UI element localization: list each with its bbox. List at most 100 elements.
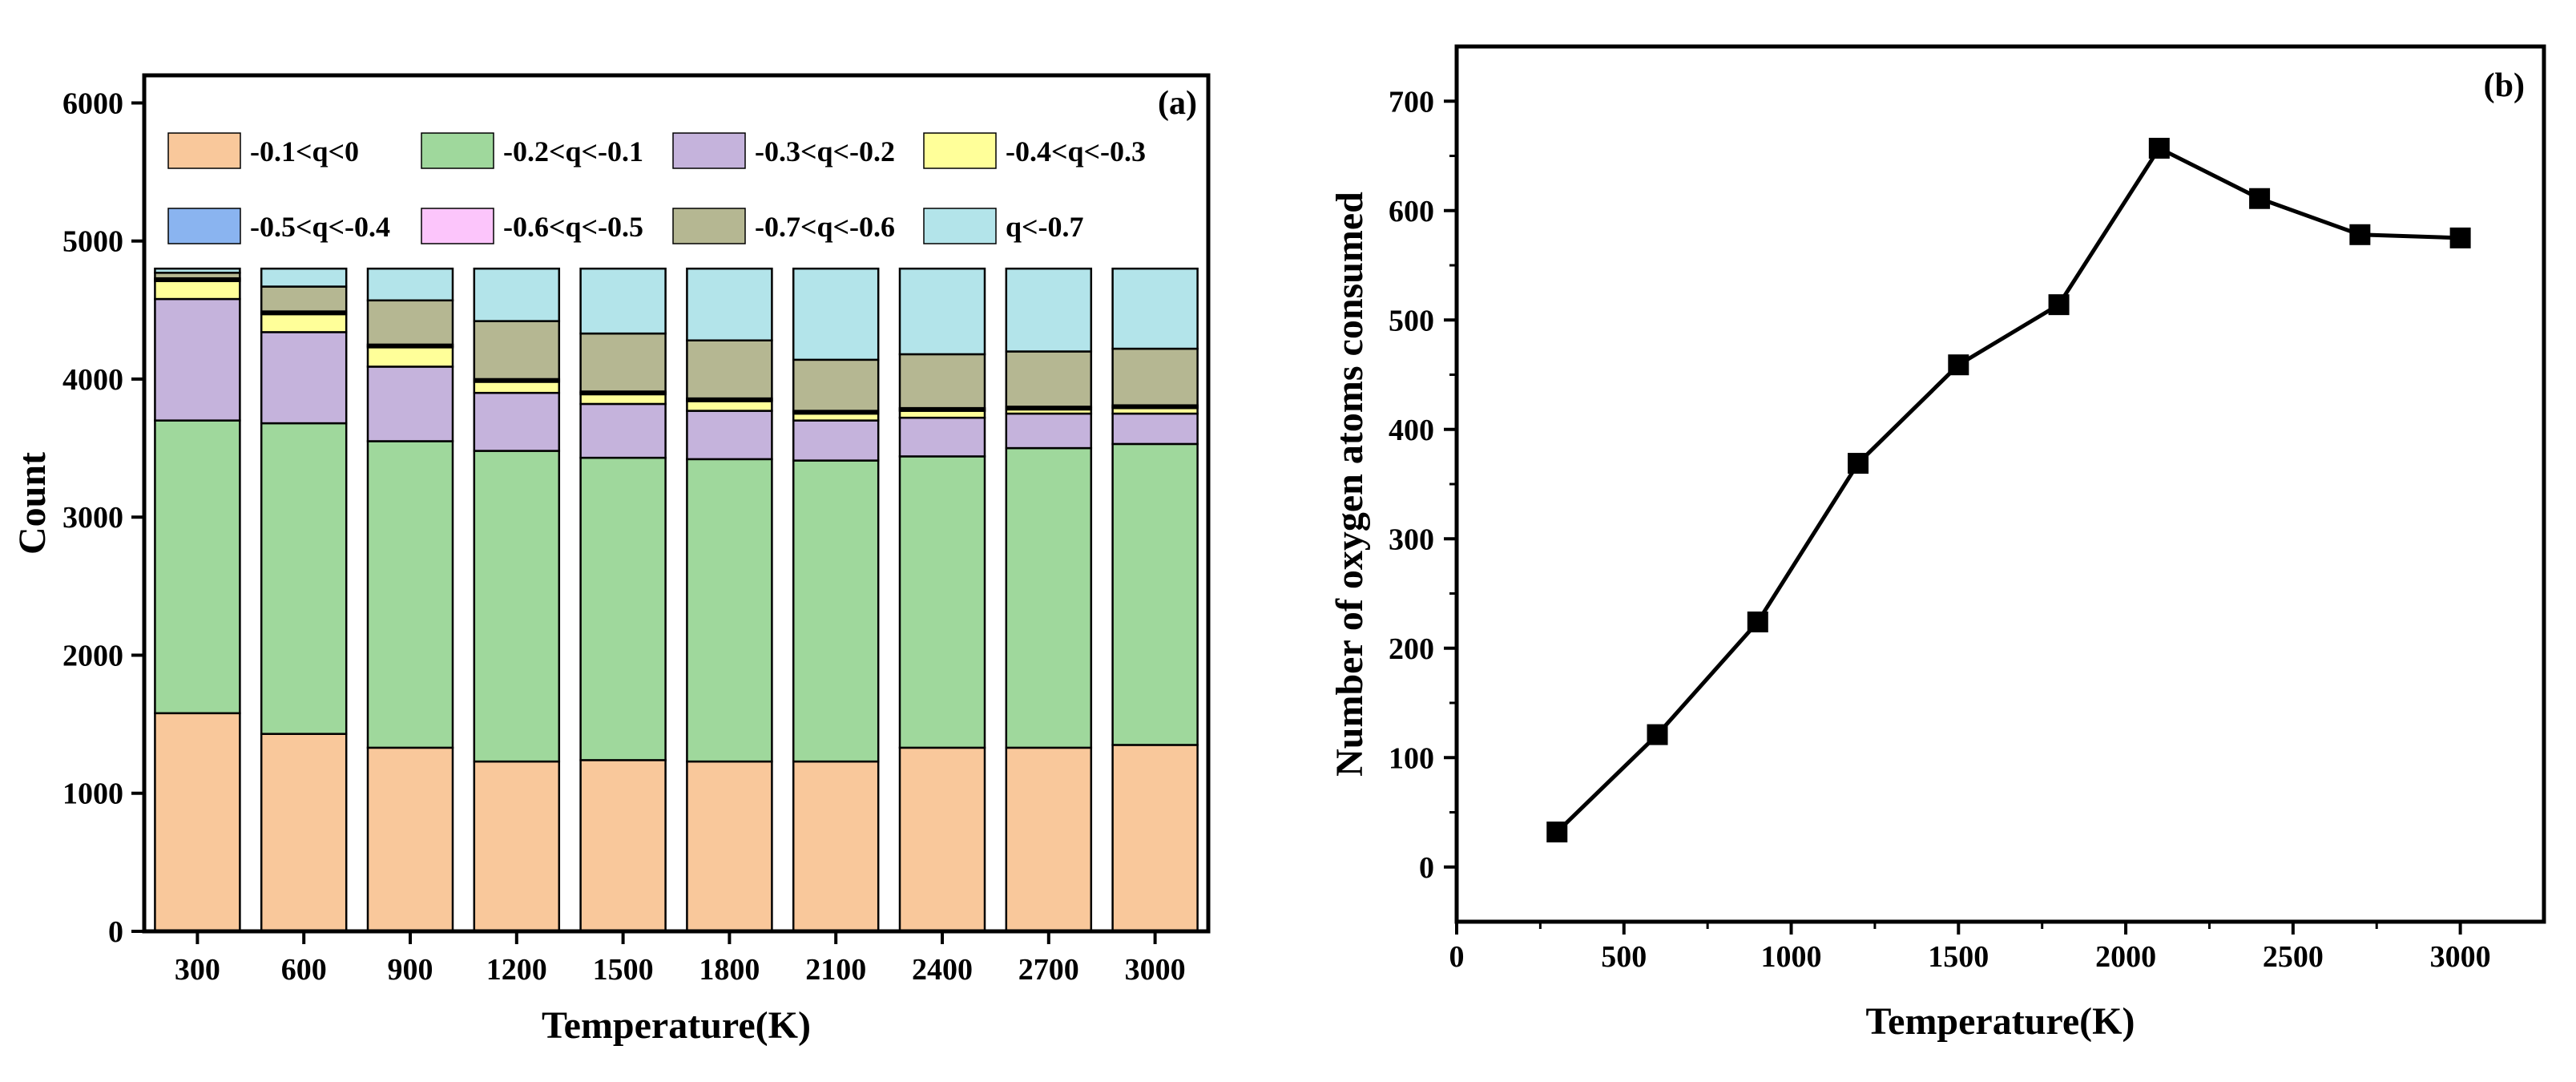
data-point	[2449, 227, 2471, 248]
chart-b: 0 100 200 300 400 500 600 700 0 500 1000 1500 2000 25…	[1328, 44, 2546, 1043]
legend-swatch	[421, 132, 494, 169]
y-axis-title: Number of oxygen atoms consumed	[1328, 192, 1371, 777]
x-axis-title: Temperature(K)	[1866, 1000, 2135, 1043]
bar-segment	[1005, 412, 1093, 450]
bar-segment	[154, 267, 241, 274]
bar-segment	[686, 760, 773, 933]
bar-segment	[898, 455, 986, 749]
legend-swatch	[923, 208, 997, 244]
bar-segment	[154, 712, 241, 933]
plot-frame	[142, 73, 1211, 934]
bar-segment	[260, 285, 348, 313]
bar-segment	[579, 267, 667, 335]
x-tick-label: 2700	[1018, 953, 1079, 987]
legend-label: -0.6<q<-0.5	[503, 211, 643, 243]
bar-segment	[898, 353, 986, 410]
x-tick-label: 1000	[1761, 940, 1822, 974]
bar-segment	[1111, 744, 1199, 933]
bar-segment	[260, 331, 348, 425]
x-tick-label: 1800	[699, 953, 760, 987]
bar-segment	[898, 267, 986, 356]
bar-segment	[1111, 412, 1199, 446]
y-tick-label: 600	[1389, 195, 1434, 228]
bar-segment	[154, 280, 241, 301]
bar-segment	[686, 400, 773, 412]
bar-segment	[473, 320, 561, 381]
y-tick-label: 3000	[62, 501, 123, 535]
panel-label: (b)	[2484, 67, 2525, 104]
x-tick-label: 900	[388, 953, 433, 987]
bar-segment	[473, 381, 561, 394]
bar-segment	[792, 459, 880, 763]
x-tick-label: 2100	[805, 953, 866, 987]
bar-segment	[154, 297, 241, 422]
bar-segment	[898, 410, 986, 419]
y-tick-label: 4000	[62, 363, 123, 397]
data-point	[2249, 188, 2271, 209]
bar-segment	[579, 332, 667, 393]
legend-swatch	[672, 208, 746, 244]
x-tick-label: 2400	[912, 953, 973, 987]
y-tick-label: 400	[1389, 414, 1434, 447]
data-point	[2048, 294, 2070, 316]
data-point	[1848, 453, 1869, 474]
x-tick-label: 3000	[1125, 953, 1186, 987]
bar-segment	[366, 267, 454, 302]
y-tick-label: 1000	[62, 777, 123, 811]
bar-segment	[366, 346, 454, 368]
bar-segment	[366, 299, 454, 346]
bar-segment	[154, 419, 241, 715]
data-point	[1647, 724, 1668, 745]
bar-segment	[366, 365, 454, 442]
bar-segment	[898, 416, 986, 458]
bar-segment	[579, 393, 667, 406]
y-tick-label: 300	[1389, 523, 1434, 556]
bar-segment	[686, 458, 773, 763]
bar-segment	[1005, 267, 1093, 353]
bar-segment	[366, 440, 454, 749]
bar-segment	[898, 746, 986, 933]
y-tick-label: 0	[108, 915, 123, 949]
bar-segment	[473, 450, 561, 763]
legend-label: -0.4<q<-0.3	[1006, 135, 1146, 168]
y-tick-label: 700	[1389, 85, 1434, 119]
x-tick-label: 3000	[2430, 940, 2491, 974]
series-line	[1555, 146, 2461, 834]
y-tick-label: 500	[1389, 304, 1434, 337]
x-tick-label: 300	[175, 953, 220, 987]
bar-segment	[1005, 446, 1093, 749]
bar-segment	[260, 422, 348, 735]
data-point	[1546, 822, 1568, 843]
bar-segment	[1111, 347, 1199, 406]
bar-segment	[1005, 746, 1093, 933]
y-tick-label: 2000	[62, 639, 123, 672]
x-tick-label: 1200	[486, 953, 547, 987]
x-axis-title: Temperature(K)	[542, 1004, 811, 1047]
bar-segment	[686, 410, 773, 461]
panel-label: (a)	[1158, 85, 1197, 122]
legend-label: -0.7<q<-0.6	[755, 211, 895, 243]
y-tick-label: 100	[1389, 741, 1434, 775]
x-tick-label: 1500	[593, 953, 654, 987]
y-tick-label: 200	[1389, 632, 1434, 666]
bar-segment	[579, 759, 667, 933]
legend-swatch	[167, 208, 241, 244]
x-tick-label: 0	[1449, 940, 1465, 974]
bar-segment	[260, 267, 348, 288]
x-tick-label: 2500	[2263, 940, 2324, 974]
bar-segment	[686, 339, 773, 400]
bar-segment	[473, 267, 561, 322]
bar-segment	[1111, 267, 1199, 350]
bar-segment	[792, 267, 880, 361]
y-tick-label: 6000	[62, 87, 123, 120]
bar-segment	[260, 733, 348, 933]
data-point	[1747, 611, 1768, 632]
bar-segment	[473, 391, 561, 452]
y-axis-title: Count	[11, 452, 54, 555]
bar-segment	[579, 402, 667, 459]
bar-segment	[792, 419, 880, 462]
x-tick-label: 500	[1601, 940, 1647, 974]
legend-label: -0.1<q<0	[250, 135, 359, 168]
bar-segment	[1111, 442, 1199, 746]
